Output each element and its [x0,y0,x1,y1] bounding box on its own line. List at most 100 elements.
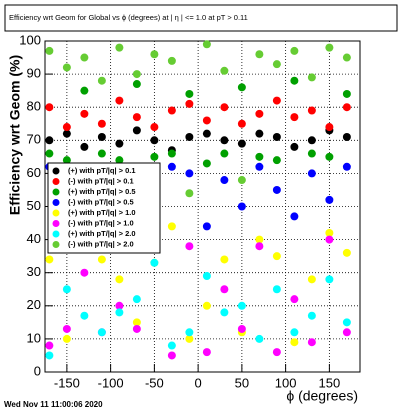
x-tick-label: 150 [319,375,341,390]
marker [150,50,159,59]
marker [220,255,229,264]
marker [167,341,176,350]
marker [80,311,89,320]
marker [255,242,264,251]
legend-marker [52,241,60,248]
x-tick-label: 50 [235,375,249,390]
marker [132,80,141,89]
marker [185,169,194,178]
y-tick-label: 30 [27,264,41,279]
marker [325,235,334,244]
marker [115,301,124,310]
marker [167,106,176,115]
marker [307,275,316,284]
marker [115,43,124,52]
marker [80,53,89,62]
marker [132,70,141,79]
marker [237,119,246,128]
marker [150,258,159,267]
marker [272,96,281,105]
marker [255,152,264,161]
legend-label: (-) with pT/|q| > 1.0 [68,218,134,227]
legend-marker [52,188,60,196]
marker [325,228,334,237]
marker [115,139,124,148]
marker [342,53,351,62]
marker [342,132,351,141]
marker [202,301,211,310]
marker [255,334,264,343]
marker [325,275,334,284]
legend-label: (+) with pT/|q| > 1.0 [68,208,136,217]
marker [202,222,211,231]
marker [80,142,89,151]
marker [202,348,211,357]
legend-marker [52,230,60,238]
legend-box [47,162,161,254]
marker [342,103,351,112]
marker [202,116,211,125]
y-tick-label: 90 [27,66,41,81]
legend-marker [52,209,60,217]
marker [307,338,316,347]
x-tick-label: 0 [195,375,202,390]
marker [185,132,194,141]
marker [115,96,124,105]
y-axis-label: Efficiency wrt Geom (%) [7,55,23,215]
y-tick-label: 50 [27,198,41,213]
marker [290,113,299,122]
marker [45,351,54,360]
marker [255,235,264,244]
marker [132,113,141,122]
marker [272,132,281,141]
marker [115,156,124,165]
legend-label: (+) with pT/|q| > 2.0 [68,229,136,238]
marker [185,242,194,251]
legend-marker [52,178,60,185]
legend-label: (-) with pT/|q| > 2.0 [68,239,134,248]
marker [97,149,106,158]
marker [290,46,299,55]
y-tick-label: 70 [27,132,41,147]
marker [307,311,316,320]
marker [202,40,211,49]
marker [167,351,176,360]
marker [290,338,299,347]
marker [342,328,351,337]
x-tick-label: -100 [98,375,124,390]
marker [237,301,246,310]
marker [255,50,264,59]
marker [220,308,229,317]
marker [307,169,316,178]
marker [45,341,54,350]
marker [62,285,71,294]
marker [97,76,106,85]
marker [290,142,299,151]
marker [62,123,71,132]
marker [255,109,264,118]
x-axis-label: ϕ (degrees) [286,388,358,404]
marker [202,272,211,281]
marker [325,195,334,204]
marker [272,156,281,165]
marker [45,255,54,264]
marker [307,73,316,82]
y-tick-label: 0 [34,363,41,378]
marker [167,222,176,231]
legend-label: (+) with pT/|q| > 0.1 [68,166,136,175]
marker [290,76,299,85]
x-tick-label: -150 [54,375,80,390]
marker [325,152,334,161]
y-tick-label: 10 [27,330,41,345]
marker [237,139,246,148]
marker [325,43,334,52]
marker [342,318,351,327]
marker [80,109,89,118]
marker [167,56,176,65]
x-tick-label: 100 [275,375,297,390]
marker [150,136,159,145]
marker [150,123,159,132]
marker [62,129,71,138]
legend-label: (-) with pT/|q| > 0.1 [68,176,134,185]
